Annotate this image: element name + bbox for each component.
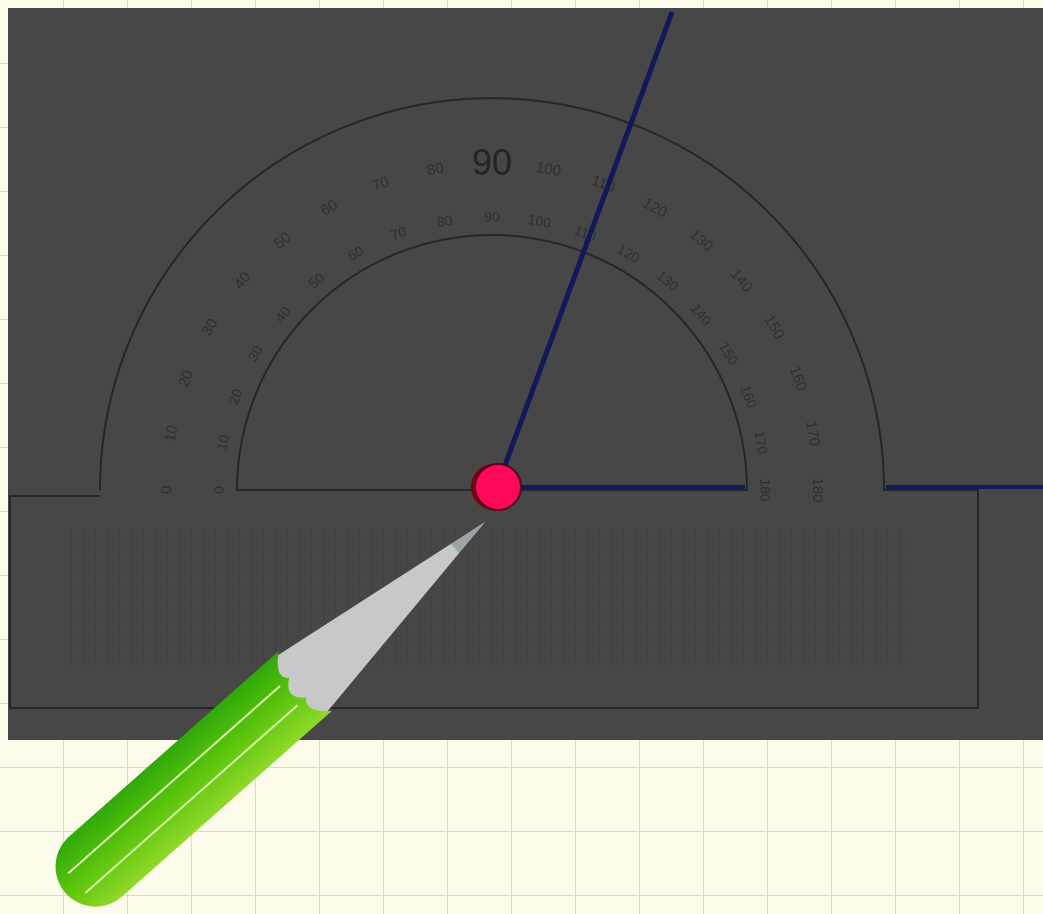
scale-label: 30: [199, 316, 222, 339]
scale-label: 70: [388, 223, 408, 243]
scale-label: 160: [737, 383, 760, 411]
ruler-grid: [70, 528, 910, 666]
scale-label: 60: [318, 197, 341, 220]
scale-label: 80: [426, 160, 445, 180]
scale-label: 100: [527, 211, 553, 231]
scale-label: 180: [809, 477, 826, 502]
scale-label: 60: [345, 242, 367, 264]
vertex-point: [474, 463, 522, 511]
scale-label: 0: [158, 486, 175, 494]
scale-label: 70: [370, 173, 391, 195]
scale-label: 10: [214, 433, 232, 451]
pencil: [55, 522, 485, 907]
scale-label: 30: [244, 342, 266, 364]
scale-label: 100: [535, 159, 563, 180]
pencil-lead: [451, 522, 485, 553]
pencil-wood: [263, 522, 485, 725]
scale-label: 10: [162, 424, 182, 443]
protractor-inner-edge: [235, 234, 749, 491]
scale-label: 180: [757, 478, 773, 502]
scale-label: 80: [435, 212, 453, 230]
protractor: [9, 97, 979, 709]
scale-label: 50: [271, 229, 295, 253]
pencil-stripes: [67, 685, 299, 894]
scale-label: 90: [472, 142, 512, 183]
angle-ray: [494, 11, 675, 488]
protractor-outline: [9, 97, 979, 709]
pencil-body: [55, 651, 332, 907]
scale-label: 90: [484, 209, 500, 225]
scale-label: 0: [211, 486, 227, 494]
scale-label: 20: [225, 386, 245, 406]
scale-label: 170: [802, 420, 823, 448]
scale-label: 170: [751, 430, 771, 456]
scale-label: 20: [175, 368, 197, 389]
